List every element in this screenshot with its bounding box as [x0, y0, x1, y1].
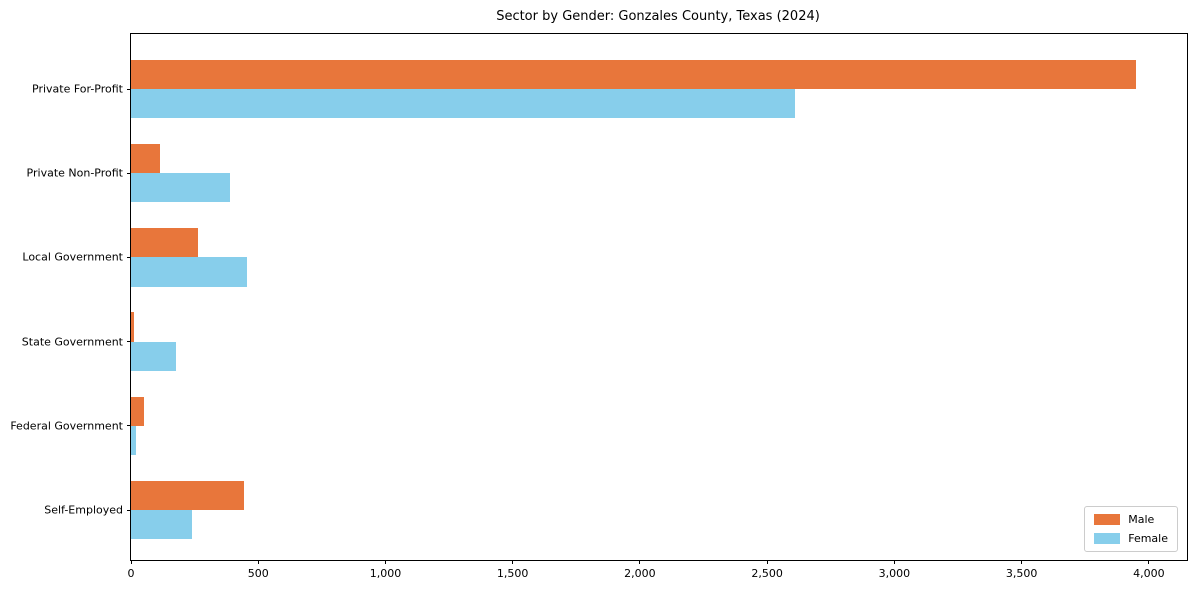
- x-tick-mark: [893, 560, 895, 564]
- x-tick-mark: [639, 560, 641, 564]
- x-axis-layer: 0 500 1,000 1,500 2,000 2,500 3,000 3,500 4,000: [128, 34, 1187, 580]
- x-axis-label-3-000: 3,000: [878, 567, 911, 580]
- bar-male-private-for-profit: [131, 59, 1137, 89]
- y-axis-layer: Private For-Profit Private Non-Profit Loca…: [10, 34, 1187, 560]
- plot-area: Private For-Profit Private Non-Profit Loca…: [10, 33, 1188, 580]
- x-axis-label-0: 0: [127, 567, 135, 580]
- x-tick-mark: [257, 560, 259, 564]
- bar-male-local-government: [131, 228, 199, 258]
- bar-male-state-government: [131, 312, 134, 342]
- bars-layer: [131, 34, 1187, 560]
- y-tick-mark: [127, 425, 131, 427]
- bar-female-self-employed: [131, 510, 193, 540]
- bar-male-self-employed: [131, 480, 245, 510]
- legend-item-female: Female: [1094, 532, 1168, 545]
- y-axis-label-private-for-profit: Private For-Profit: [32, 82, 123, 96]
- y-tick-mark: [127, 88, 131, 90]
- bar-female-private-for-profit: [131, 89, 796, 119]
- bar-male-federal-government: [131, 396, 144, 426]
- y-tick-mark: [127, 172, 131, 174]
- x-tick-mark: [766, 560, 768, 564]
- y-axis-label-federal-government: Federal Government: [10, 419, 123, 433]
- legend-label-male: Male: [1128, 513, 1155, 526]
- y-axis-label-private-non-profit: Private Non-Profit: [26, 166, 123, 180]
- x-tick-mark: [512, 560, 514, 564]
- legend-swatch-female: [1094, 533, 1121, 544]
- y-tick-mark: [127, 256, 131, 258]
- legend-label-female: Female: [1128, 532, 1168, 545]
- x-axis-label-2-500: 2,500: [751, 567, 783, 580]
- bar-female-private-non-profit: [131, 173, 231, 203]
- y-tick-mark: [127, 341, 131, 343]
- x-tick-mark: [384, 560, 386, 564]
- legend-swatch-male: [1094, 514, 1121, 525]
- x-axis-label-1-000: 1,000: [369, 567, 402, 580]
- x-axis-label-2-000: 2,000: [624, 567, 656, 580]
- bar-female-state-government: [131, 341, 176, 371]
- x-axis-label-500: 500: [247, 567, 269, 580]
- x-axis-label-1-500: 1,500: [496, 567, 529, 580]
- x-tick-mark: [1148, 560, 1150, 564]
- bar-male-private-non-profit: [131, 144, 161, 174]
- y-axis-label-local-government: Local Government: [22, 250, 123, 264]
- legend-item-male: Male: [1094, 513, 1168, 526]
- y-axis-label-self-employed: Self-Employed: [44, 503, 123, 517]
- chart-title: Sector by Gender: Gonzales County, Texas…: [496, 9, 820, 24]
- bar-female-federal-government: [131, 425, 137, 455]
- y-tick-mark: [127, 509, 131, 511]
- bar-female-local-government: [131, 257, 247, 287]
- x-tick-mark: [1021, 560, 1023, 564]
- legend: Male Female: [1084, 506, 1178, 552]
- y-axis-label-state-government: State Government: [21, 335, 123, 349]
- x-axis-label-3-500: 3,500: [1005, 567, 1038, 580]
- x-tick-mark: [130, 560, 132, 564]
- x-axis-label-4-000: 4,000: [1133, 567, 1165, 580]
